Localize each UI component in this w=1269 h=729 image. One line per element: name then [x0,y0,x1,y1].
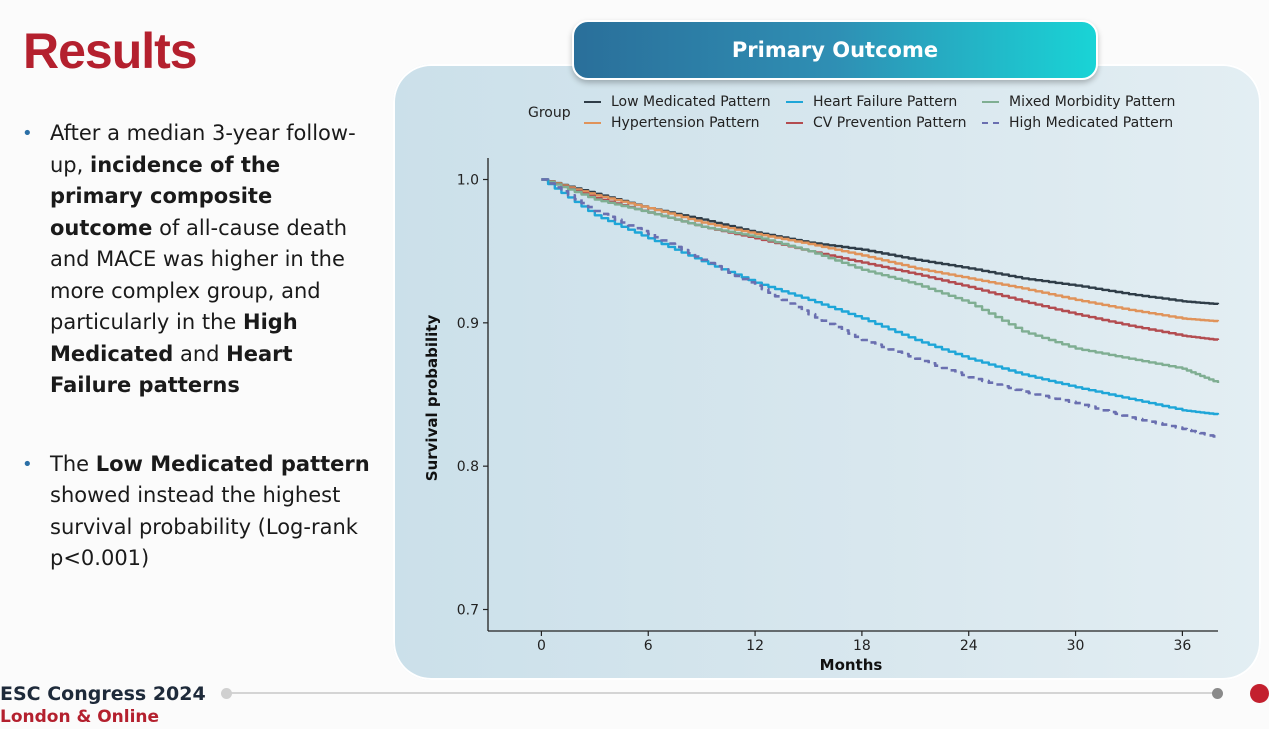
legend-label: CV Prevention Pattern [813,115,967,131]
y-tick-label: 1.0 [457,173,479,189]
bullet-emphasis: Low Medicated pattern [95,451,370,476]
footer-dot [221,688,232,699]
legend-label: Heart Failure Pattern [813,94,958,110]
legend-item-hypertension: Hypertension Pattern [584,115,759,131]
bullet-text: showed instead the highest survival prob… [50,483,358,570]
results-bullet-list: • After a median 3-year follow-up, incid… [22,118,372,575]
footer-red-dot [1250,684,1269,703]
series-line-mixed-morbidity-pattern [541,178,1220,383]
legend-label: Low Medicated Pattern [611,94,771,110]
x-tick-label: 0 [537,638,546,654]
y-tick-label: 0.9 [457,316,479,332]
footer-brand: ESC Congress 2024 [0,683,206,705]
legend-item-mixed-morbidity: Mixed Morbidity Pattern [982,94,1175,110]
banner-title: Primary Outcome [731,38,939,62]
legend-title: Group [528,105,571,121]
legend-swatch [584,122,601,124]
bullet-text: The [50,451,96,476]
footer-dot [1212,688,1223,699]
chart-axes: 0 6 12 18 24 30 36 0.7 0.8 0.9 1.0 [457,158,1218,654]
primary-outcome-banner: Primary Outcome [572,20,1098,80]
chart-panel [393,64,1261,680]
x-tick-label: 24 [960,638,978,654]
legend-item-high-medicated: High Medicated Pattern [982,115,1173,131]
legend-label: High Medicated Pattern [1009,115,1174,131]
x-tick-label: 36 [1173,638,1191,654]
bullet-emphasis: incidence of the primary composite outco… [50,152,281,240]
bullet-emphasis: Heart Failure patterns [50,341,293,398]
legend-swatch [786,101,803,103]
series-line-heart-failure-pattern [541,178,1220,416]
bullet-emphasis: High Medicated [50,310,298,366]
slide-title: Results [23,23,198,79]
chart-series [541,178,1220,438]
series-line-hypertension-pattern [541,178,1220,323]
legend-item-heart-failure: Heart Failure Pattern [786,94,957,110]
bullet-item-low-medicated: • The Low Medicated pattern showed inste… [22,449,372,575]
footer-rule [230,692,1215,694]
x-tick-label: 30 [1067,638,1085,654]
series-line-high-medicated-pattern [541,178,1220,438]
bullet-dot-icon: • [22,453,33,475]
legend-item-cv-prevention: CV Prevention Pattern [786,115,966,131]
legend-item-low-medicated: Low Medicated Pattern [584,94,771,110]
legend-label: Hypertension Pattern [611,115,760,131]
legend-swatch [982,101,999,103]
bullet-item-primary-outcome: • After a median 3-year follow-up, incid… [22,118,372,402]
series-line-low-medicated-pattern [541,178,1220,305]
bullet-text: of all-cause death and MACE was higher i… [50,215,348,335]
x-tick-label: 18 [853,638,871,654]
y-axis-label: Survival probability [423,315,441,482]
bullet-text: and [173,341,227,366]
x-tick-label: 12 [746,638,764,654]
legend-swatch [584,101,601,103]
y-tick-label: 0.8 [457,459,479,475]
y-tick-label: 0.7 [457,603,479,619]
bullet-text: After a median 3-year follow-up, [50,121,356,177]
x-axis-label: Months [820,656,883,674]
bullet-dot-icon: • [22,123,33,144]
legend-swatch [786,122,803,124]
x-tick-label: 6 [644,638,653,654]
footer-subtitle: London & Online [0,707,160,727]
legend-label: Mixed Morbidity Pattern [1009,94,1176,110]
legend-swatch [982,122,999,124]
